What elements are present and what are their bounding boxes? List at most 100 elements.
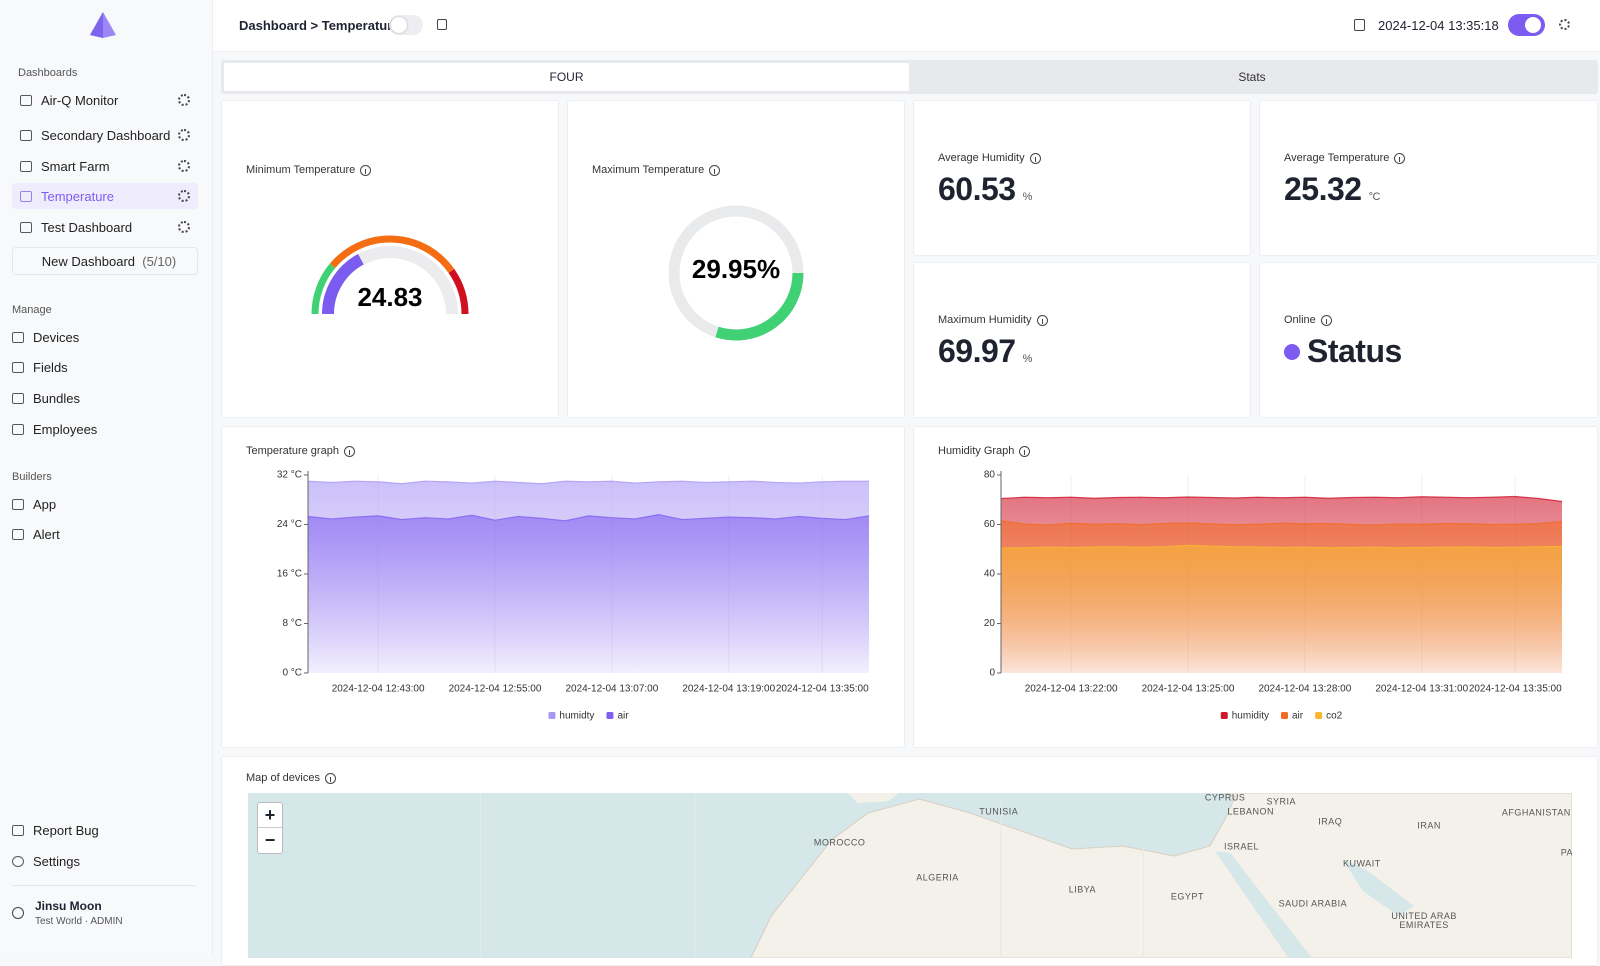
ring-arc xyxy=(715,272,804,341)
zoom-control: + − xyxy=(257,802,283,854)
card-title: Maximum Humidity xyxy=(938,314,1048,326)
unit: % xyxy=(1022,353,1033,365)
map-label: KUWAIT xyxy=(1343,858,1381,869)
copy-icon[interactable] xyxy=(437,19,447,30)
nav-item[interactable]: Air-Q Monitor xyxy=(12,87,198,113)
nav-item[interactable]: App xyxy=(4,491,190,517)
map-label: MOROCCO xyxy=(813,837,866,848)
divider xyxy=(12,885,195,886)
zoom-out[interactable]: − xyxy=(264,830,276,850)
nav-item[interactable]: Alert xyxy=(4,521,190,547)
nav-item[interactable]: Temperature xyxy=(12,183,198,209)
nav-label: Smart Farm xyxy=(41,158,110,174)
card-title: Maximum Temperature xyxy=(592,164,721,176)
status-card: Online Status xyxy=(1259,262,1598,418)
map-label: TUNISIA xyxy=(979,806,1019,817)
map[interactable]: TUNISIA CYPRUS SYRIA LEBANON IRAQ IRAN AFGHANI… xyxy=(248,793,1572,958)
x-tick-label: 2024-12-04 13:31:00 xyxy=(1375,684,1468,695)
map-label: AFGHANISTAN xyxy=(1501,807,1571,818)
nav-item[interactable]: Employees xyxy=(4,416,190,442)
title-text: Online xyxy=(1284,314,1316,326)
settings-icon[interactable] xyxy=(178,221,190,233)
nav-item[interactable]: Secondary Dashboard xyxy=(12,122,198,148)
value-text: 25.32 xyxy=(1284,171,1362,207)
nav-label: Employees xyxy=(33,421,98,437)
code-toggle[interactable] xyxy=(389,15,423,35)
legend-label: air xyxy=(1292,711,1304,722)
nav-item[interactable]: Bundles xyxy=(4,385,190,411)
nav-label: Devices xyxy=(33,329,80,345)
zoom-in[interactable]: + xyxy=(258,803,282,828)
nav-label: Secondary Dashboard xyxy=(41,127,171,143)
nav-item[interactable]: Settings xyxy=(4,848,190,874)
count: (5/10) xyxy=(142,253,177,269)
x-tick-label: 2024-12-04 13:22:00 xyxy=(1025,684,1118,695)
status-dot xyxy=(1284,343,1300,360)
area xyxy=(308,514,869,673)
series-line xyxy=(1000,544,1563,549)
tab[interactable]: Stats xyxy=(1238,70,1266,84)
map-label: LIBYA xyxy=(1068,884,1097,895)
y-tick-label: 0 °C xyxy=(282,668,302,679)
logo[interactable] xyxy=(89,11,117,39)
x-tick-label: 2024-12-04 13:35:00 xyxy=(1469,684,1562,695)
stat-card: Maximum Humidity 69.97% xyxy=(913,262,1251,418)
y-tick-label: 60 xyxy=(984,519,996,530)
map-label: IRAN xyxy=(1417,820,1441,831)
nav-item[interactable]: Report Bug xyxy=(4,817,190,843)
legend-label: humidity xyxy=(1232,711,1269,722)
nav-item[interactable]: Fields xyxy=(4,354,190,380)
settings-icon[interactable] xyxy=(178,129,190,141)
nav-item[interactable]: Devices xyxy=(4,324,190,350)
title-text: Average Temperature xyxy=(1284,152,1390,164)
nav-item[interactable]: Test Dashboard xyxy=(12,214,198,240)
settings-icon[interactable] xyxy=(178,160,190,172)
datetime: 2024-12-04 13:35:18 xyxy=(1378,18,1499,33)
card-title: Online xyxy=(1284,314,1332,326)
title-text: Map of devices xyxy=(246,772,320,784)
title-text: Temperature graph xyxy=(246,445,339,457)
refresh-toggle[interactable] xyxy=(1508,14,1545,36)
ring-value: 29.95% xyxy=(692,254,780,284)
nav-item[interactable]: Smart Farm xyxy=(12,153,198,179)
card-title: Average Temperature xyxy=(1284,152,1406,164)
settings-icon[interactable] xyxy=(178,94,190,106)
theme-icon[interactable] xyxy=(1559,19,1570,30)
nav-label: Report Bug xyxy=(33,822,99,838)
map-label: ISRAEL xyxy=(1223,841,1260,852)
y-tick-label: 0 xyxy=(989,668,995,679)
nav-label: Settings xyxy=(33,853,80,869)
y-tick-label: 24 °C xyxy=(277,519,302,530)
legend-swatch xyxy=(1315,712,1323,719)
map-land xyxy=(480,793,1572,958)
legend-swatch xyxy=(1281,712,1288,719)
legend-label: air xyxy=(617,711,629,722)
temperature-chart: 0 °C 8 °C 16 °C 24 °C 32 °C 2024-12-04 12:43:… xyxy=(277,470,870,722)
series-line xyxy=(307,513,870,522)
ring-card: Maximum Temperature 29.95% xyxy=(567,100,905,418)
series-line xyxy=(1000,495,1563,503)
humidity-chart: 0 20 40 60 80 2024-12-04 13:22:00 2024-12-04 1… xyxy=(984,470,1563,722)
x-tick-label: 2024-12-04 13:28:00 xyxy=(1258,684,1351,695)
tab-bar: FOUR Stats xyxy=(221,60,1598,94)
status-text: Status xyxy=(1307,333,1402,369)
legend-label: co2 xyxy=(1326,711,1343,722)
gauge: 24.83 xyxy=(311,235,469,315)
map-label: SAUDI ARABIA xyxy=(1278,898,1348,909)
card-title: Average Humidity xyxy=(938,152,1041,164)
chart-card: Humidity Graph 0 20 40 60 80 2024-12-04 13:22… xyxy=(913,426,1598,748)
map-label: PA xyxy=(1560,847,1572,858)
tab[interactable]: FOUR xyxy=(224,63,909,91)
y-tick-label: 8 °C xyxy=(282,618,302,629)
map-label: EGYPT xyxy=(1170,891,1204,902)
nav-label: Alert xyxy=(33,526,60,542)
stat-card: Average Temperature 25.32 °C xyxy=(1259,100,1598,256)
button-label: New Dashboard xyxy=(41,253,135,269)
nav-label: App xyxy=(33,496,57,512)
user-name[interactable]: Jinsu Moon xyxy=(35,899,102,913)
settings-icon[interactable] xyxy=(178,190,190,202)
new-dashboard-button[interactable]: New Dashboard (5/10) xyxy=(12,247,198,275)
map-label: ALGERIA xyxy=(916,872,959,883)
breadcrumb[interactable]: Dashboard > Temperature xyxy=(239,18,400,33)
